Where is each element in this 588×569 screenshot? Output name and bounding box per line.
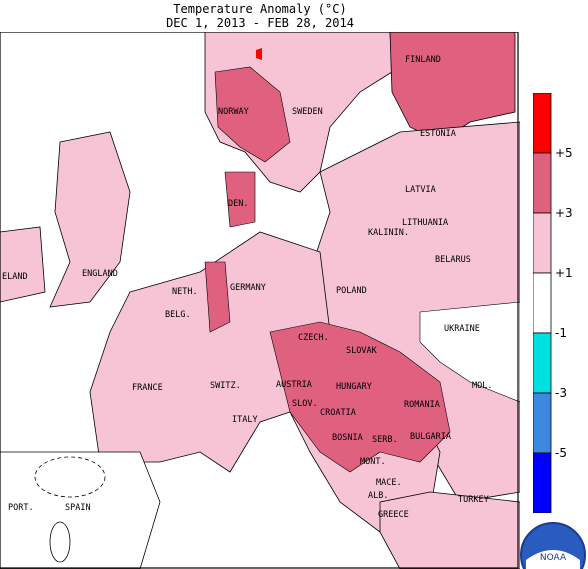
label-belgium: BELG. [165,310,191,320]
label-portugal: PORT. [8,503,34,513]
legend-label: +1 [555,266,573,280]
label-italy: ITALY [232,415,258,425]
legend-color-box [533,392,552,454]
label-kaliningrad: KALININ. [368,228,409,238]
label-serbia: SERB. [372,435,398,445]
legend-color-box [533,212,552,274]
label-germany: GERMANY [230,283,266,293]
central-warm-region [269,321,451,473]
norway-warm-region [214,66,291,163]
legend-color-box [533,452,552,513]
label-austria: AUSTRIA [276,380,312,390]
label-slovenia: SLOV. [292,399,318,409]
noaa-logo: NOAA [520,522,586,569]
britain-region [49,131,131,308]
iberia-contour [34,456,106,498]
color-legend: +5 +3 +1 -1 -3 -5 [533,93,573,513]
iberia-contour-south [49,521,71,563]
noaa-logo-wave [526,550,580,569]
label-greece: GREECE [378,510,409,520]
label-sweden: SWEDEN [292,107,323,117]
label-slovakia: SLOVAK [346,346,378,356]
label-bulgaria: BULGARIA [410,432,451,442]
label-moldova: MOL. [472,381,492,391]
label-estonia: ESTONIA [420,129,456,139]
label-ireland: ELAND [2,272,28,282]
germany-warm-patch [204,261,231,333]
label-lithuania: LITHUANIA [402,218,448,228]
label-czech: CZECH. [298,333,329,343]
balkans-south-region [379,491,520,569]
map-frame [0,32,519,569]
label-netherlands: NETH. [172,287,198,297]
ireland-region [0,226,46,303]
label-norway: NORWAY [218,107,249,117]
noaa-logo-text: NOAA [540,553,567,563]
legend-color-box [533,152,552,214]
legend-color-box [533,272,552,334]
map-title: Temperature Anomaly (°C) [173,2,347,16]
label-macedonia: MACE. [376,478,402,488]
label-finland: FINLAND [405,55,441,65]
legend-label: +5 [555,146,573,160]
anomaly-map: FINLAND NORWAY SWEDEN ESTONIA LATVIA DEN… [0,32,520,569]
label-hungary: HUNGARY [336,382,372,392]
label-croatia: CROATIA [320,408,356,418]
country-labels: FINLAND NORWAY SWEDEN ESTONIA LATVIA DEN… [2,55,492,520]
legend-color-box [533,332,552,394]
ukraine-neutral-region [419,301,520,403]
label-poland: POLAND [336,286,367,296]
label-spain: SPAIN [65,503,91,513]
label-belarus: BELARUS [435,255,471,265]
denmark-warm-patch [224,171,256,228]
label-bosnia: BOSNIA [332,433,363,443]
legend-color-box [533,93,552,154]
label-turkey: TURKEY [458,495,489,505]
label-england: ENGLAND [82,269,118,279]
legend-label: -3 [555,386,567,400]
label-montenegro: MONT. [360,457,386,467]
label-ukraine: UKRAINE [444,324,480,334]
label-romania: ROMANIA [404,400,440,410]
map-date-range: DEC 1, 2013 - FEB 28, 2014 [166,16,354,30]
norway-hot-spot [256,48,262,60]
legend-label: -5 [555,446,567,460]
label-france: FRANCE [132,383,163,393]
iberia-region [0,451,161,569]
label-denmark: DEN. [228,199,248,209]
legend-label: +3 [555,206,573,220]
legend-label: -1 [555,326,567,340]
label-albania: ALB. [368,491,388,501]
label-switzerland: SWITZ. [210,381,241,391]
label-latvia: LATVIA [405,185,436,195]
